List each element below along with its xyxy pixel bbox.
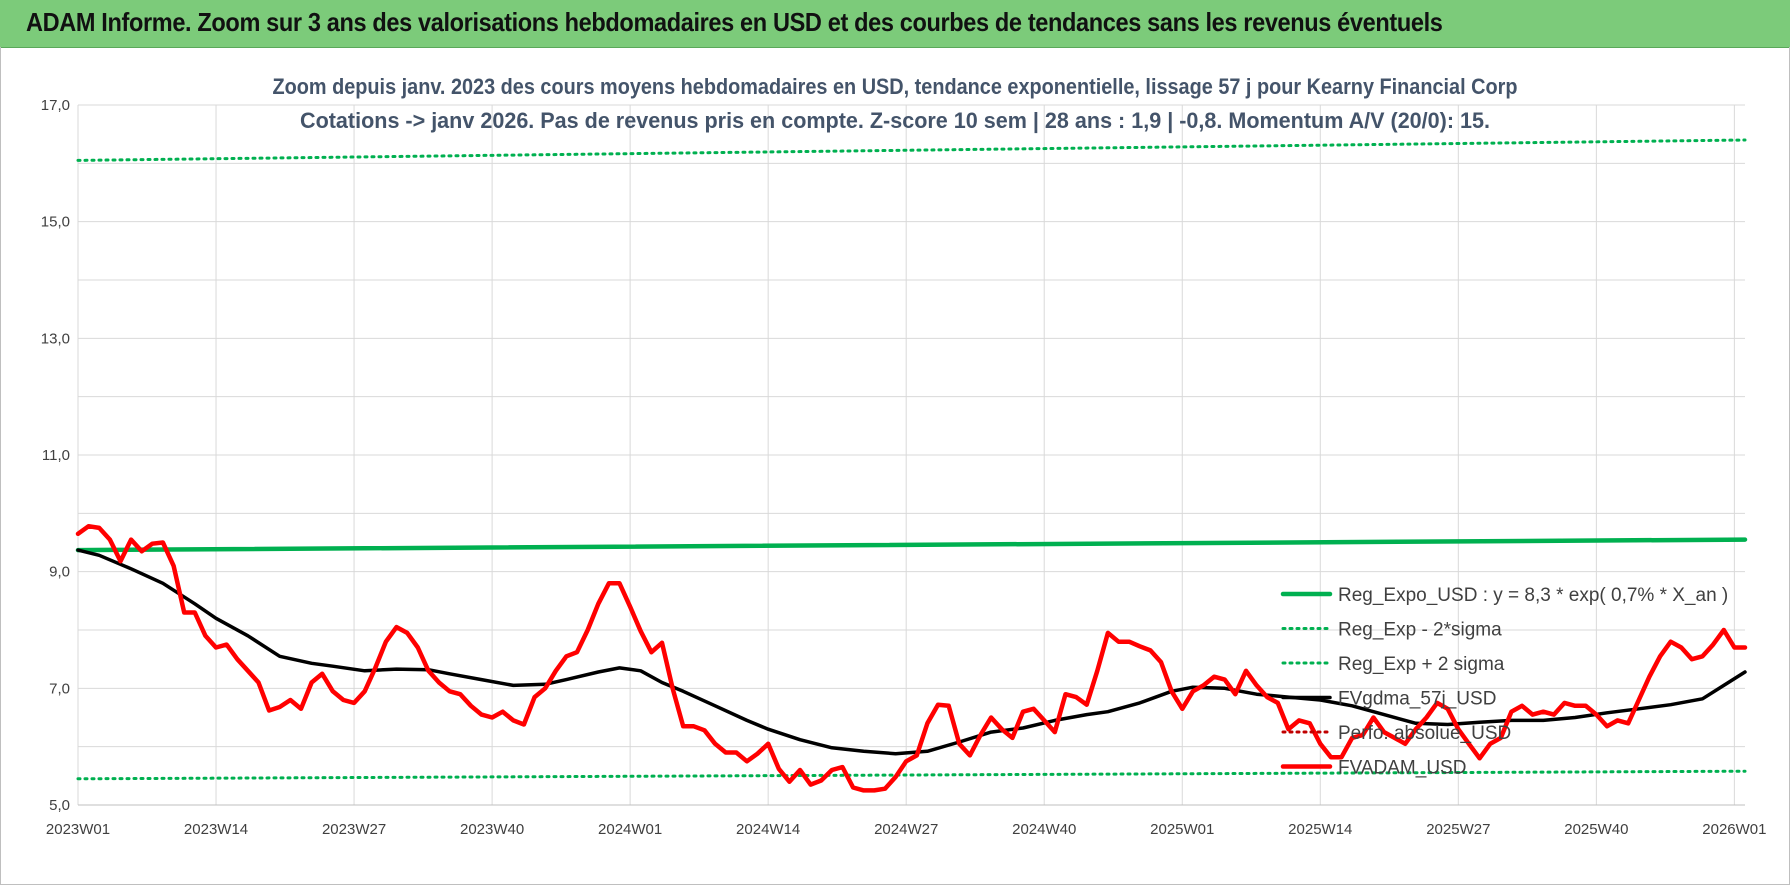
legend-label: Reg_Exp - 2*sigma xyxy=(1338,620,1502,641)
x-tick-label: 2025W14 xyxy=(1288,821,1352,838)
x-tick-label: 2024W14 xyxy=(736,821,800,838)
x-tick-label: 2024W40 xyxy=(1012,821,1076,838)
series-layer xyxy=(75,138,1748,793)
x-tick-label: 2024W27 xyxy=(874,821,938,838)
y-tick-label: 15,0 xyxy=(41,214,70,231)
y-tick-label: 11,0 xyxy=(42,447,70,464)
series-line-5 xyxy=(75,523,1748,793)
x-tick-label: 2024W01 xyxy=(598,821,662,838)
legend-label: Reg_Expo_USD : y = 8,3 * exp( 0,7% * X_a… xyxy=(1338,585,1728,606)
x-tick-label: 2025W01 xyxy=(1150,821,1214,838)
legend-label: FVADAM_USD xyxy=(1338,758,1466,779)
chart-title: Zoom depuis janv. 2023 des cours moyens … xyxy=(273,74,1518,99)
y-tick-label: 13,0 xyxy=(41,330,70,347)
series-line-3 xyxy=(76,548,1747,756)
series-line-1 xyxy=(76,769,1747,781)
grid-layer xyxy=(77,104,1745,806)
y-tick-label: 5,0 xyxy=(49,797,70,814)
legend-label: Perfo. absolue_USD xyxy=(1338,723,1511,744)
y-tick-label: 17,0 xyxy=(41,97,70,114)
axis-layer: 5,0 7,0 9,0 11,0 13,0 15,0 17,0 2023W01 2023W14 2… xyxy=(41,97,1767,838)
banner-title: ADAM Informe. Zoom sur 3 ans des valoris… xyxy=(26,7,1443,37)
series-line-0 xyxy=(75,537,1748,553)
x-tick-label: 2025W27 xyxy=(1426,821,1490,838)
x-tick-label: 2026W01 xyxy=(1702,821,1766,838)
chart-subtitle: Cotations -> janv 2026. Pas de revenus p… xyxy=(300,108,1490,133)
legend: Reg_Expo_USD : y = 8,3 * exp( 0,7% * X_a… xyxy=(1280,585,1728,779)
series-line-2 xyxy=(76,138,1747,162)
x-tick-label: 2023W27 xyxy=(322,821,386,838)
y-tick-label: 7,0 xyxy=(49,680,70,697)
x-tick-label: 2023W14 xyxy=(184,821,248,838)
x-tick-label: 2023W40 xyxy=(460,821,524,838)
header-banner: ADAM Informe. Zoom sur 3 ans des valoris… xyxy=(0,0,1790,48)
legend-label: FVgdma_57j_USD xyxy=(1338,689,1496,710)
x-tick-label: 2025W40 xyxy=(1564,821,1628,838)
x-tick-label: 2023W01 xyxy=(46,821,110,838)
legend-label: Reg_Exp + 2 sigma xyxy=(1338,654,1505,675)
y-tick-label: 9,0 xyxy=(49,564,70,581)
